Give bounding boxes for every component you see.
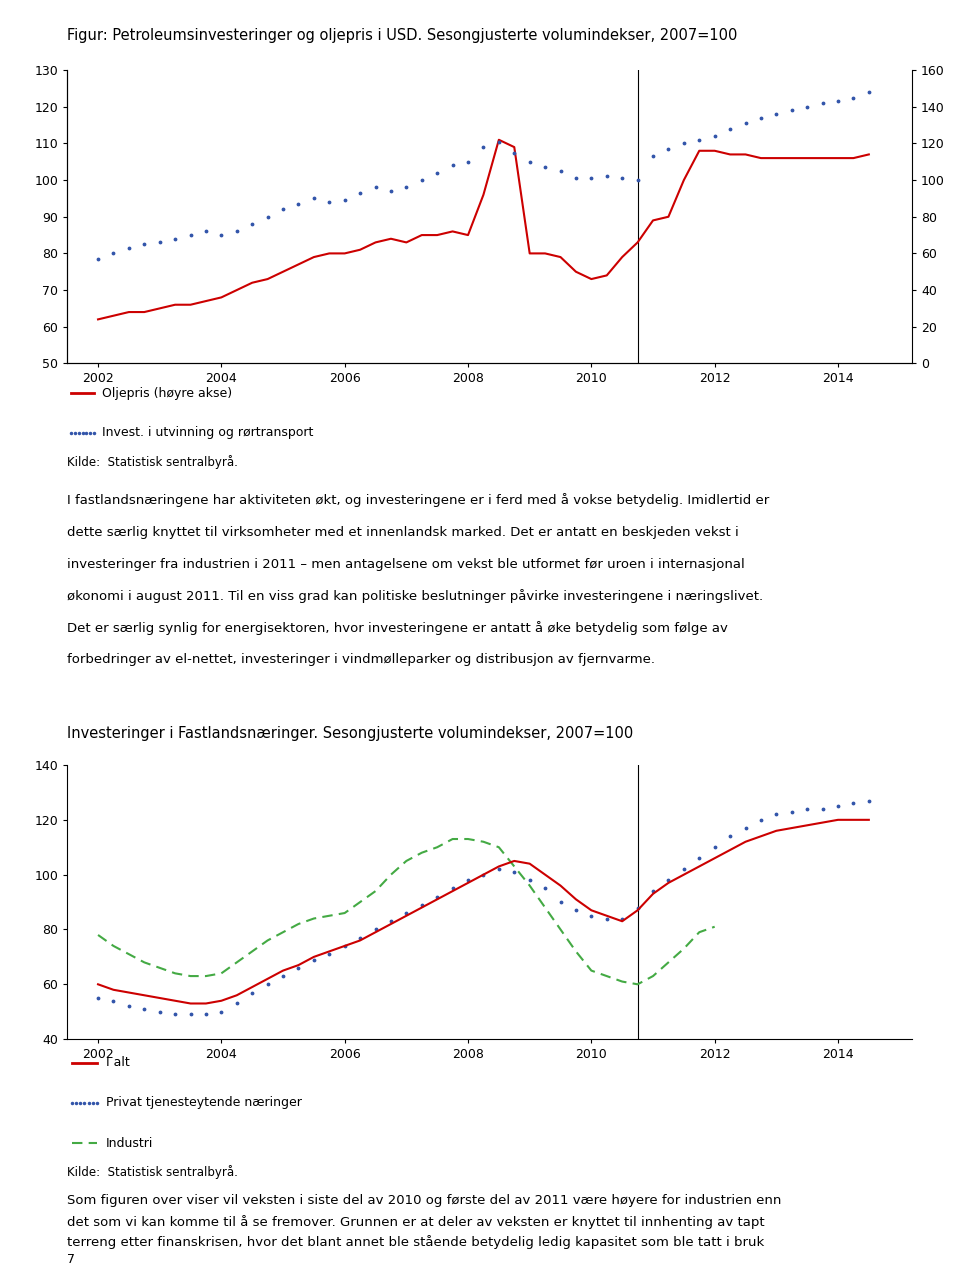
Text: Som figuren over viser vil veksten i siste del av 2010 og første del av 2011 vær: Som figuren over viser vil veksten i sis…: [67, 1195, 781, 1207]
Text: det som vi kan komme til å se fremover. Grunnen er at deler av veksten er knytte: det som vi kan komme til å se fremover. …: [67, 1215, 765, 1229]
Text: 7: 7: [67, 1252, 75, 1266]
Text: Investeringer i Fastlandsnæringer. Sesongjusterte volumindekser, 2007=100: Investeringer i Fastlandsnæringer. Seson…: [67, 725, 634, 741]
Text: økonomi i august 2011. Til en viss grad kan politiske beslutninger påvirke inves: økonomi i august 2011. Til en viss grad …: [67, 589, 763, 603]
Text: Det er særlig synlig for energisektoren, hvor investeringene er antatt å øke bet: Det er særlig synlig for energisektoren,…: [67, 621, 728, 635]
Text: Industri: Industri: [107, 1136, 154, 1150]
Text: forbedringer av el-nettet, investeringer i vindmølleparker og distribusjon av fj: forbedringer av el-nettet, investeringer…: [67, 653, 655, 667]
Text: Invest. i utvinning og rørtransport: Invest. i utvinning og rørtransport: [102, 426, 313, 440]
Text: Kilde:  Statistisk sentralbyrå.: Kilde: Statistisk sentralbyrå.: [67, 455, 238, 469]
Text: I alt: I alt: [107, 1056, 130, 1070]
Text: I fastlandsnæringene har aktiviteten økt, og investeringene er i ferd med å voks: I fastlandsnæringene har aktiviteten økt…: [67, 493, 770, 507]
Text: Privat tjenesteytende næringer: Privat tjenesteytende næringer: [107, 1096, 302, 1109]
Text: Figur: Petroleumsinvesteringer og oljepris i USD. Sesongjusterte volumindekser, : Figur: Petroleumsinvesteringer og oljepr…: [67, 28, 737, 42]
Text: investeringer fra industrien i 2011 – men antagelsene om vekst ble utformet før : investeringer fra industrien i 2011 – me…: [67, 557, 745, 571]
Text: Kilde:  Statistisk sentralbyrå.: Kilde: Statistisk sentralbyrå.: [67, 1165, 238, 1179]
Text: Oljepris (høyre akse): Oljepris (høyre akse): [102, 386, 232, 400]
Text: terreng etter finanskrisen, hvor det blant annet ble stående betydelig ledig kap: terreng etter finanskrisen, hvor det bla…: [67, 1235, 764, 1250]
Text: dette særlig knyttet til virksomheter med et innenlandsk marked. Det er antatt e: dette særlig knyttet til virksomheter me…: [67, 525, 739, 539]
